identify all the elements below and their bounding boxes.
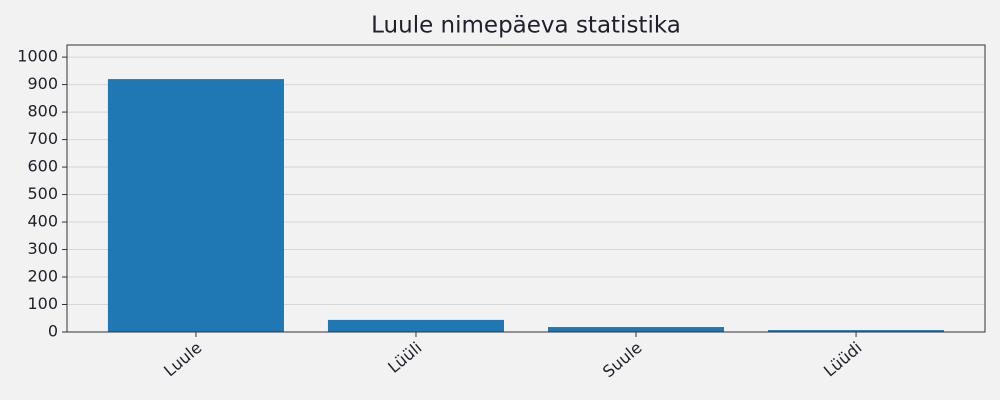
bar <box>548 327 725 332</box>
bar <box>107 79 284 332</box>
y-tick-label: 600 <box>27 157 58 176</box>
bar <box>768 330 945 332</box>
plot-frame <box>66 44 986 333</box>
y-tick-label: 1000 <box>17 47 58 66</box>
y-tick-label: 700 <box>27 129 58 148</box>
y-tick-label: 300 <box>27 239 58 258</box>
chart-title: Luule nimepäeva statistika <box>371 13 681 39</box>
y-tick-label: 800 <box>27 102 58 121</box>
y-tick-label: 100 <box>27 294 58 313</box>
y-tick-label: 0 <box>48 322 58 341</box>
y-tick-label: 500 <box>27 184 58 203</box>
y-tick-label: 400 <box>27 212 58 231</box>
bar <box>327 319 504 332</box>
y-tick-label: 900 <box>27 74 58 93</box>
y-tick-label: 200 <box>27 267 58 286</box>
